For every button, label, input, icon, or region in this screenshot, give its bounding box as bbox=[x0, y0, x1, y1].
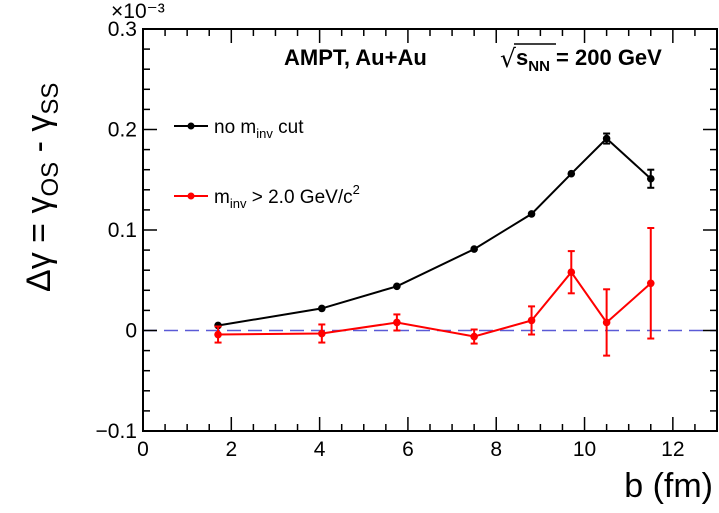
data-point bbox=[527, 210, 536, 218]
data-point bbox=[318, 304, 326, 313]
x-tick-label: 4 bbox=[314, 438, 326, 461]
tick-label-layer: 0 2 4 6 8 10 12−0.100.10.20.3 bbox=[96, 18, 685, 461]
legend-minv-inv: inv bbox=[230, 196, 247, 211]
data-point bbox=[602, 318, 611, 327]
y-axis-title-sub-os: OS bbox=[37, 162, 64, 197]
x-tick-label: 0 bbox=[137, 438, 149, 461]
data-point bbox=[567, 268, 576, 277]
series-line bbox=[217, 137, 652, 327]
y-tick-label: 0 bbox=[125, 320, 137, 343]
legend-marker-minv-cut bbox=[187, 192, 195, 200]
series-line bbox=[218, 270, 652, 338]
collision-annotation: AMPT, Au+Au √ sNN = 200 GeV bbox=[284, 43, 662, 75]
y-axis-title-mid: - γ bbox=[20, 115, 58, 162]
y-tick-label: 0.3 bbox=[108, 18, 137, 41]
x-axis-title: b (fm) bbox=[624, 467, 713, 505]
y-axis-title-sub-ss: SS bbox=[37, 83, 64, 115]
series-0 bbox=[214, 132, 655, 330]
data-point bbox=[646, 174, 655, 183]
legend-no-cut-inv: inv bbox=[256, 126, 273, 141]
y-axis-title: Δγ = γOS - γSS bbox=[20, 83, 64, 292]
x-tick-label: 2 bbox=[225, 438, 237, 461]
legend: no minv cut minv > 2.0 GeV/c2 bbox=[174, 117, 360, 211]
legend-no-cut-m: no m bbox=[214, 117, 256, 138]
data-point bbox=[527, 316, 536, 325]
data-point bbox=[470, 245, 478, 253]
legend-minv-m: m bbox=[214, 187, 230, 208]
data-point bbox=[393, 318, 401, 327]
data-point bbox=[318, 329, 326, 338]
y-tick-label: −0.1 bbox=[96, 420, 137, 443]
y-axis-exponent: ×10⁻³ bbox=[111, 0, 165, 23]
plot-frame bbox=[142, 28, 718, 432]
legend-minv-rest: > 2.0 GeV/c bbox=[246, 187, 352, 208]
x-tick-label: 6 bbox=[402, 438, 414, 461]
data-point bbox=[214, 330, 222, 339]
legend-label-minv-cut: minv > 2.0 GeV/c2 bbox=[214, 182, 360, 211]
y-tick-label: 0.1 bbox=[108, 219, 137, 242]
legend-no-cut-rest: cut bbox=[273, 117, 304, 138]
data-point bbox=[646, 279, 655, 288]
annotation-s-sub: NN bbox=[528, 58, 550, 75]
x-tick-label: 8 bbox=[490, 438, 502, 461]
legend-marker-no-cut bbox=[187, 122, 195, 130]
x-tick-label: 12 bbox=[661, 438, 684, 461]
annotation-s: s bbox=[516, 45, 528, 70]
annotation-energy: sNN = 200 GeV bbox=[516, 45, 662, 75]
data-point bbox=[602, 134, 611, 143]
data-point bbox=[393, 282, 401, 291]
annotation-sqrt-symbol: √ bbox=[500, 44, 516, 73]
x-tick-label: 10 bbox=[573, 438, 596, 461]
legend-label-no-cut: no minv cut bbox=[214, 117, 304, 141]
y-tick-label: 0.2 bbox=[108, 119, 137, 142]
legend-minv-sup: 2 bbox=[353, 182, 360, 197]
data-point bbox=[567, 169, 576, 178]
series-1 bbox=[214, 226, 655, 357]
annotation-prefix: AMPT, Au+Au bbox=[284, 45, 427, 70]
data-point bbox=[470, 332, 478, 341]
series-layer bbox=[214, 132, 655, 357]
annotation-energy-value: = 200 GeV bbox=[550, 45, 662, 70]
y-axis-title-main: Δγ = γ bbox=[20, 197, 58, 292]
